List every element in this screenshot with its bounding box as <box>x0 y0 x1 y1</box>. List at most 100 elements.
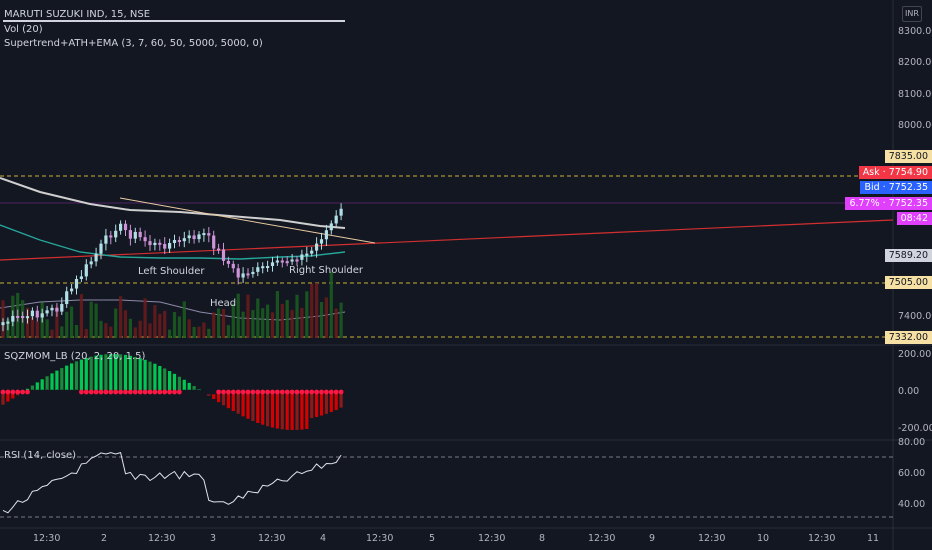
candle-body <box>172 239 177 244</box>
volume-bar <box>89 301 93 338</box>
volume-bar <box>202 322 206 338</box>
volume-bar <box>305 291 309 338</box>
squeeze-momentum-bar <box>40 379 44 392</box>
squeeze-dot <box>328 389 334 395</box>
volume-bar <box>256 298 260 338</box>
price-badge-7835: 7835.00 <box>884 150 932 163</box>
squeeze-momentum-label[interactable]: SQZMOM_LB (20, 2, 20, 1.5) <box>4 351 146 362</box>
squeeze-momentum-bar <box>305 392 309 429</box>
volume-bar <box>226 325 230 338</box>
squeeze-dot <box>186 389 192 395</box>
candle-body <box>128 230 132 239</box>
squeeze-dot <box>255 389 261 395</box>
squeeze-dot <box>250 389 256 395</box>
candle-body <box>192 235 196 240</box>
squeeze-momentum-bar <box>119 354 123 392</box>
time-axis-label: 12:30 <box>258 533 286 544</box>
candle-body <box>256 267 260 272</box>
squeeze-momentum-bar <box>275 392 279 429</box>
squeeze-momentum-bar <box>285 392 289 430</box>
squeeze-dot <box>88 389 94 395</box>
squeeze-dot <box>137 389 143 395</box>
volume-bar <box>182 301 186 338</box>
squeeze-dot <box>54 389 60 395</box>
candle-body <box>246 273 250 276</box>
squeeze-dot <box>118 389 123 395</box>
squeeze-momentum-bar <box>187 382 191 392</box>
volume-indicator-label[interactable]: Vol (20) <box>4 24 43 35</box>
volume-bar <box>285 299 289 338</box>
squeeze-dot <box>314 389 319 395</box>
volume-bar <box>207 328 211 338</box>
volume-bar <box>114 308 118 338</box>
squeeze-dot <box>127 389 133 395</box>
volume-bar <box>212 312 216 338</box>
symbol-title[interactable]: MARUTI SUZUKI IND, 15, NSE <box>4 9 151 20</box>
candle-body <box>319 239 324 244</box>
squeeze-momentum-bar <box>300 392 304 430</box>
candle-body <box>109 235 113 238</box>
squeeze-dot <box>196 389 202 395</box>
volume-bar <box>295 294 299 338</box>
squeeze-momentum-bar <box>30 385 34 392</box>
squeeze-momentum-bar <box>177 376 181 392</box>
squeeze-momentum-bar <box>231 392 235 412</box>
squeeze-dot <box>206 389 212 395</box>
time-axis-label: 12:30 <box>33 533 61 544</box>
volume-bar <box>99 320 103 338</box>
sqz-tick: 0.00 <box>898 386 920 397</box>
candle-body <box>133 231 137 239</box>
squeeze-dot <box>338 389 344 395</box>
squeeze-dot <box>172 389 177 395</box>
squeeze-momentum-bar <box>74 361 79 392</box>
candle-body <box>138 231 142 238</box>
time-axis-label: 10 <box>756 533 770 544</box>
volume-bar <box>334 308 338 338</box>
candle-body <box>334 215 338 224</box>
squeeze-momentum-bar <box>172 373 177 392</box>
candle-body <box>187 235 191 239</box>
volume-bar <box>241 311 245 338</box>
squeeze-dot <box>324 389 329 395</box>
candle-body <box>1 322 5 326</box>
volume-bar <box>138 320 142 338</box>
squeeze-momentum-bar <box>329 392 333 413</box>
candle-body <box>6 321 10 324</box>
squeeze-dot <box>319 389 324 395</box>
candle-body <box>45 310 49 314</box>
squeeze-dot <box>157 389 163 395</box>
squeeze-dot <box>25 389 30 395</box>
squeeze-momentum-bar <box>168 371 172 392</box>
squeeze-dot <box>10 389 16 395</box>
squeeze-momentum-bar <box>35 382 39 392</box>
squeeze-dot <box>103 389 109 395</box>
squeeze-momentum-bar <box>212 392 216 399</box>
squeeze-momentum-bar <box>148 361 152 392</box>
squeeze-momentum-bar <box>246 392 250 419</box>
currency-button[interactable]: INR <box>902 6 922 22</box>
change-percent: 6.77% <box>849 198 880 209</box>
squeeze-dot <box>191 389 197 395</box>
squeeze-dot <box>279 389 285 395</box>
supertrend-indicator-label[interactable]: Supertrend+ATH+EMA (3, 7, 60, 50, 5000, … <box>4 38 263 49</box>
volume-bar <box>45 319 49 338</box>
rsi-label[interactable]: RSI (14, close) <box>4 450 77 461</box>
candle-body <box>300 254 304 260</box>
candle-body <box>11 315 15 322</box>
squeeze-dot <box>235 389 241 395</box>
squeeze-momentum-bar <box>99 354 103 392</box>
squeeze-momentum-bar <box>236 392 240 414</box>
time-axis-label: 3 <box>209 533 217 544</box>
squeeze-momentum-bar <box>123 354 128 392</box>
candle-body <box>310 250 314 254</box>
time-axis-label: 12:30 <box>478 533 506 544</box>
candle-body <box>275 260 279 263</box>
squeeze-momentum-bar <box>128 355 132 392</box>
rsi-tick: 40.00 <box>898 499 926 510</box>
candle-body <box>35 310 39 318</box>
volume-bar <box>119 296 123 338</box>
last-price-value: 7752.35 <box>888 198 928 209</box>
squeeze-dot <box>294 389 300 395</box>
squeeze-dot <box>5 389 11 395</box>
